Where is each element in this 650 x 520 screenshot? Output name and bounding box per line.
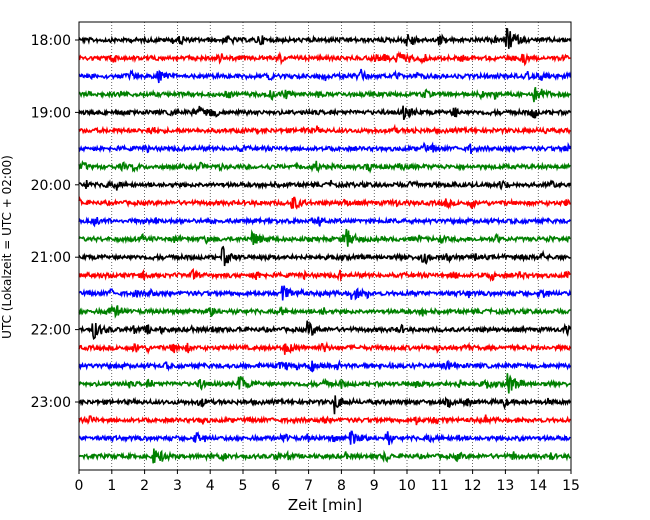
x-tick-label: 14 <box>529 478 547 494</box>
y-tick-label: 22:00 <box>31 323 71 339</box>
x-tick-label: 0 <box>75 478 84 494</box>
trace-row <box>78 50 571 67</box>
x-tick-label: 4 <box>206 478 215 494</box>
trace-row <box>78 414 572 426</box>
trace-row <box>78 373 572 394</box>
x-tick-label: 1 <box>107 478 116 494</box>
trace-row <box>78 267 571 283</box>
y-tick-label: 23:00 <box>31 395 71 411</box>
trace-row <box>78 179 572 191</box>
trace-row <box>78 285 572 301</box>
y-axis: 18:00 19:00 20:00 21:00 22:00 23:00 <box>31 33 79 411</box>
trace-row <box>78 215 572 228</box>
x-tick-label: 9 <box>370 478 379 494</box>
x-tick-label: 13 <box>496 478 514 494</box>
y-axis-title: UTC (Lokalzeit = UTC + 02:00) <box>0 155 14 339</box>
trace-row <box>78 448 571 464</box>
trace-row <box>78 27 572 49</box>
trace-row <box>78 196 572 210</box>
trace-row <box>78 105 572 121</box>
trace-row <box>78 245 571 267</box>
trace-row <box>78 304 571 319</box>
seismic-traces <box>78 27 572 464</box>
x-tick-label: 5 <box>239 478 248 494</box>
trace-row <box>78 320 572 340</box>
x-tick-label: 7 <box>304 478 313 494</box>
trace-row <box>78 68 572 84</box>
trace-row <box>78 123 571 136</box>
x-tick-label: 2 <box>140 478 149 494</box>
plot-frame <box>78 21 572 471</box>
x-axis-title: Zeit [min] <box>288 496 362 514</box>
x-tick-label: 10 <box>398 478 416 494</box>
trace-row <box>78 87 572 103</box>
y-tick-label: 18:00 <box>31 33 71 49</box>
x-tick-label: 12 <box>464 478 482 494</box>
trace-row <box>78 395 572 415</box>
trace-row <box>78 430 571 446</box>
trace-row <box>78 341 572 355</box>
y-tick-label: 21:00 <box>31 250 71 266</box>
x-tick-label: 3 <box>173 478 182 494</box>
trace-row <box>78 160 571 174</box>
y-tick-label: 19:00 <box>31 105 71 121</box>
x-axis: 0 1 2 3 4 5 6 7 8 9 10 11 12 13 14 15 <box>75 470 580 494</box>
y-tick-label: 20:00 <box>31 178 71 194</box>
x-tick-label: 11 <box>431 478 449 494</box>
trace-row <box>78 141 572 155</box>
x-tick-label: 15 <box>562 478 580 494</box>
trace-row <box>78 228 571 247</box>
x-tick-label: 8 <box>337 478 346 494</box>
x-tick-label: 6 <box>271 478 280 494</box>
trace-row <box>78 359 572 373</box>
